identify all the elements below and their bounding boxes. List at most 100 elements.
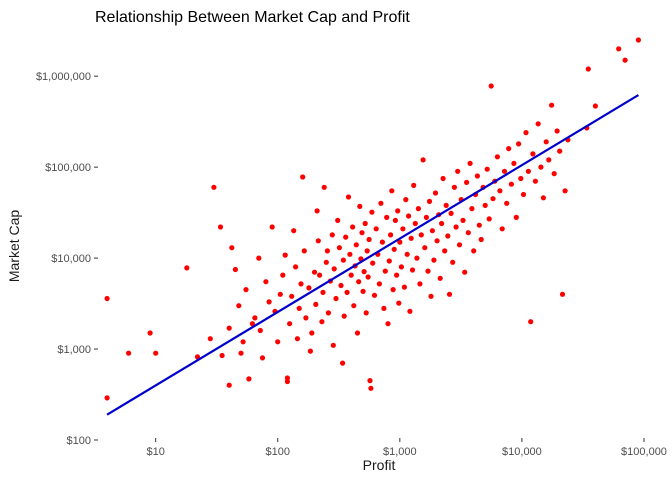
data-point xyxy=(414,255,420,261)
data-point xyxy=(365,274,371,280)
y-tick-label: $1,000 xyxy=(57,344,91,356)
data-point xyxy=(396,300,402,306)
data-point xyxy=(382,268,388,274)
data-point xyxy=(252,315,258,321)
data-point xyxy=(184,265,190,271)
data-point xyxy=(592,103,599,109)
data-point xyxy=(490,196,496,202)
data-point xyxy=(442,248,448,254)
data-point xyxy=(484,166,490,172)
data-point xyxy=(403,197,409,203)
data-point xyxy=(464,179,470,185)
data-point xyxy=(437,275,443,281)
data-point xyxy=(307,348,313,354)
data-point xyxy=(513,214,519,220)
data-point xyxy=(394,272,400,278)
data-point xyxy=(340,257,346,263)
data-point xyxy=(338,282,344,289)
data-point xyxy=(357,203,363,209)
data-point xyxy=(211,184,217,190)
data-point xyxy=(585,66,591,72)
data-point xyxy=(428,293,434,299)
data-point xyxy=(386,258,392,264)
data-point xyxy=(401,284,407,290)
data-point xyxy=(269,224,275,230)
data-point xyxy=(301,248,307,254)
data-point xyxy=(282,252,288,258)
data-point xyxy=(373,226,379,232)
data-point xyxy=(240,339,246,345)
data-point xyxy=(407,308,413,314)
data-point xyxy=(549,102,555,108)
x-axis: $10 $100 $1,000 $10,000 $100,000 xyxy=(146,438,667,458)
data-point xyxy=(616,46,622,52)
x-axis-title: Profit xyxy=(363,457,396,473)
data-point xyxy=(363,310,369,316)
data-point xyxy=(321,184,327,190)
data-point xyxy=(340,360,346,366)
data-point xyxy=(303,315,309,321)
data-point xyxy=(518,175,524,182)
data-point xyxy=(104,295,110,302)
x-tick-label: $100,000 xyxy=(621,446,667,458)
data-point xyxy=(256,255,262,261)
data-point xyxy=(362,220,368,227)
data-point xyxy=(330,342,336,348)
data-point xyxy=(291,228,297,234)
data-point xyxy=(344,289,350,295)
data-point xyxy=(275,339,281,345)
data-point xyxy=(350,224,356,230)
data-point xyxy=(431,257,437,263)
data-point xyxy=(369,209,375,215)
data-point xyxy=(153,350,159,356)
data-point xyxy=(516,141,522,147)
data-point xyxy=(259,355,266,361)
data-point xyxy=(391,246,397,252)
data-point xyxy=(317,272,323,278)
data-point xyxy=(371,292,378,298)
data-point xyxy=(474,173,480,179)
y-tick-label: $1,000,000 xyxy=(36,71,91,83)
data-point xyxy=(434,238,440,244)
data-point xyxy=(232,266,238,273)
data-point xyxy=(425,268,431,274)
data-point xyxy=(411,182,417,188)
data-point xyxy=(306,285,312,291)
data-point xyxy=(520,191,527,198)
data-point xyxy=(249,321,255,327)
data-point xyxy=(465,230,471,236)
data-point xyxy=(229,245,235,251)
data-point xyxy=(287,321,293,327)
data-point xyxy=(361,269,367,275)
data-point xyxy=(309,330,315,336)
data-point xyxy=(450,259,456,265)
data-point xyxy=(364,248,370,254)
x-tick-label: $1,000 xyxy=(383,446,417,458)
data-point xyxy=(404,251,410,257)
data-points xyxy=(104,37,642,401)
data-point xyxy=(323,259,329,265)
data-point xyxy=(243,287,249,293)
data-point xyxy=(451,184,457,190)
data-point xyxy=(277,291,283,297)
data-point xyxy=(456,242,463,248)
data-point xyxy=(238,350,244,356)
data-point xyxy=(329,232,335,238)
data-point xyxy=(409,267,416,273)
data-point xyxy=(390,287,396,293)
x-tick-label: $10,000 xyxy=(502,446,542,458)
data-point xyxy=(353,242,359,248)
data-point xyxy=(284,378,290,385)
data-point xyxy=(379,239,385,245)
data-point xyxy=(313,301,319,307)
data-point xyxy=(535,121,541,127)
data-point xyxy=(359,230,365,236)
data-point xyxy=(395,208,401,214)
data-point xyxy=(562,188,568,194)
data-point xyxy=(420,157,426,163)
data-point xyxy=(554,128,560,134)
data-point xyxy=(236,303,242,309)
data-point xyxy=(422,245,428,251)
data-point xyxy=(320,289,326,295)
data-point xyxy=(546,157,552,163)
